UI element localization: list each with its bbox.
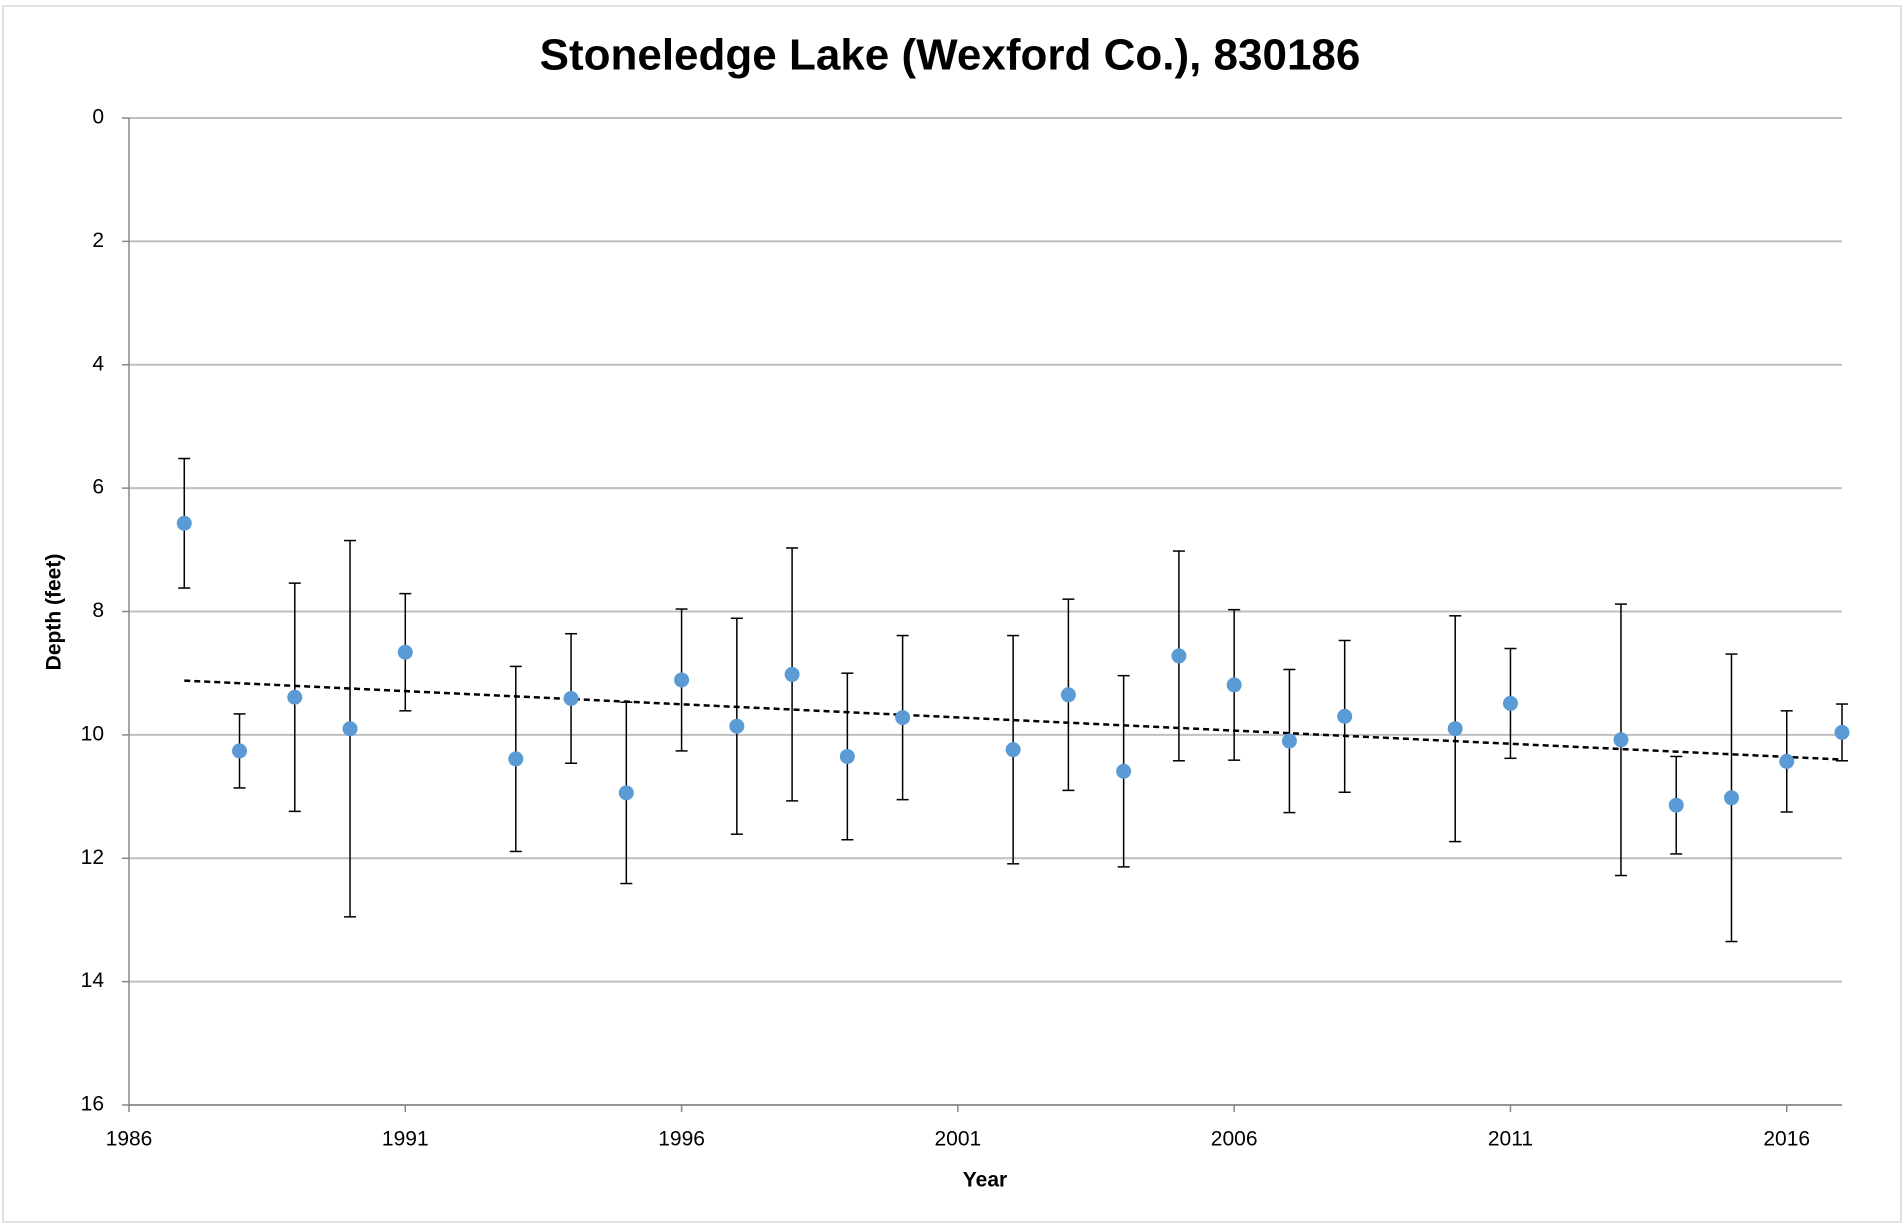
y-tick-label: 16	[81, 1093, 104, 1116]
y-tick-label: 4	[92, 352, 104, 375]
y-tick-label: 10	[81, 722, 104, 745]
data-point	[1779, 753, 1795, 769]
y-tick-label: 12	[81, 846, 104, 869]
data-point	[1337, 708, 1353, 724]
x-tick-label: 2001	[935, 1128, 982, 1151]
data-point	[1005, 742, 1021, 758]
y-axis-title: Depth (feet)	[43, 554, 66, 671]
data-point	[232, 743, 248, 759]
data-point	[1502, 695, 1518, 711]
data-point	[729, 718, 745, 734]
data-point	[895, 710, 911, 726]
data-point	[508, 751, 524, 767]
x-tick-label: 1991	[382, 1128, 429, 1151]
data-point	[1116, 763, 1132, 779]
data-point	[839, 748, 855, 764]
data-point	[1834, 724, 1850, 740]
data-point	[176, 515, 192, 531]
y-tick-label: 2	[92, 229, 104, 252]
trend-line	[184, 679, 1843, 761]
data-point	[1723, 790, 1739, 806]
data-point	[1281, 733, 1297, 749]
x-tick-label: 2006	[1211, 1128, 1258, 1151]
data-point	[1226, 677, 1242, 693]
chart-border	[2, 5, 1902, 1223]
data-point	[1171, 648, 1187, 664]
data-point	[287, 689, 303, 705]
data-point	[1060, 687, 1076, 703]
data-point	[784, 666, 800, 682]
y-tick-label: 6	[92, 476, 104, 499]
x-tick-label: 2016	[1763, 1128, 1810, 1151]
y-tick-label: 14	[81, 969, 105, 992]
x-axis-title: Year	[963, 1169, 1007, 1192]
x-tick-label: 1996	[658, 1128, 705, 1151]
x-tick-label: 1986	[106, 1128, 153, 1151]
data-point	[563, 690, 579, 706]
data-point	[618, 785, 634, 801]
data-point	[1668, 797, 1684, 813]
y-tick-label: 0	[92, 106, 104, 129]
data-point	[1613, 732, 1629, 748]
data-point	[342, 721, 358, 737]
data-point	[397, 644, 413, 660]
chart-title: Stoneledge Lake (Wexford Co.), 830186	[540, 31, 1361, 80]
x-tick-label: 2011	[1488, 1128, 1533, 1151]
data-point	[1447, 721, 1463, 737]
data-point	[674, 672, 690, 688]
y-tick-label: 8	[92, 599, 104, 622]
